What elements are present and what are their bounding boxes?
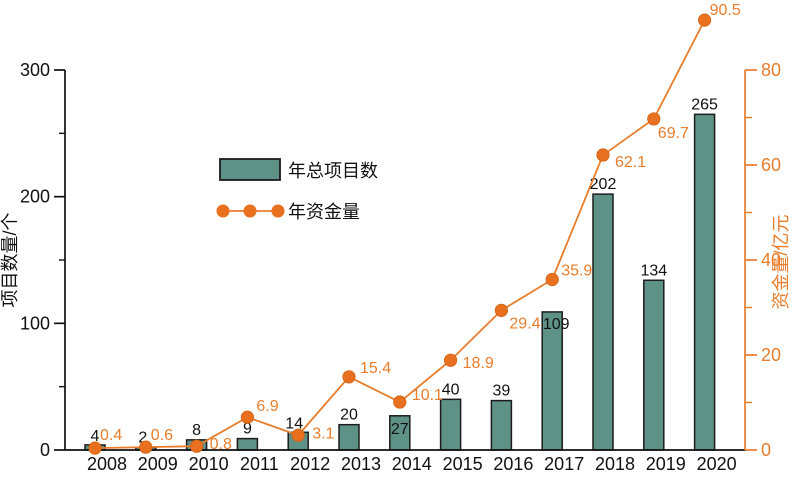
line-point-2010	[190, 439, 204, 453]
line-point-2008	[88, 441, 102, 455]
legend-line-dot	[216, 204, 230, 218]
line-label-2017: 35.9	[561, 262, 592, 279]
bar-label-2010: 8	[192, 422, 201, 439]
bar-label-2016: 39	[493, 383, 511, 400]
line-label-2012: 3.1	[312, 425, 334, 442]
x-tick-label-2020: 2020	[697, 454, 737, 474]
line-label-2014: 10.1	[412, 387, 443, 404]
x-tick-label-2012: 2012	[290, 454, 330, 474]
x-tick-label-2015: 2015	[443, 454, 483, 474]
line-point-2014	[393, 395, 407, 409]
bar-label-2018: 202	[590, 176, 617, 193]
bar-2019	[643, 279, 665, 451]
line-point-2019	[647, 112, 661, 126]
line-label-2009: 0.6	[151, 427, 173, 444]
bar-label-2020: 265	[691, 96, 718, 113]
line-point-2017	[545, 272, 559, 287]
left-tick-label: 0	[40, 440, 50, 460]
line-label-2013: 15.4	[360, 360, 391, 377]
bar-2011	[236, 437, 259, 451]
bar-label-2011: 9	[243, 421, 252, 438]
line-label-2019: 69.7	[658, 125, 689, 142]
bar-label-2017: 109	[543, 316, 570, 333]
x-tick-label-2019: 2019	[646, 454, 686, 474]
line-label-2020: 90.5	[710, 2, 741, 19]
line-label-2018: 62.1	[615, 154, 646, 171]
left-tick-label: 100	[20, 313, 50, 333]
bar-label-2008: 4	[91, 428, 100, 445]
x-tick-label-2016: 2016	[493, 454, 533, 474]
x-tick-label-2017: 2017	[544, 454, 584, 474]
line-point-2011	[240, 410, 254, 424]
left-tick-label: 300	[20, 60, 50, 80]
line-point-2013	[342, 370, 356, 384]
line-point-2020	[697, 13, 712, 27]
bar-2018	[592, 193, 614, 451]
right-tick-label: 40	[761, 250, 781, 270]
line-label-2008: 0.4	[100, 427, 122, 444]
line-point-2012	[291, 428, 305, 442]
bar-label-2012: 14	[285, 415, 303, 432]
right-tick-label: 20	[761, 345, 781, 365]
right-tick-label: 60	[761, 155, 781, 175]
right-tick-label: 0	[761, 440, 771, 460]
line-point-2015	[443, 353, 458, 367]
x-tick-label-2013: 2013	[341, 454, 381, 474]
line-label-2016: 29.4	[509, 315, 540, 332]
bar-label-2013: 20	[340, 407, 358, 424]
bar-label-2009: 2	[138, 429, 147, 446]
bar-label-2015: 40	[442, 381, 460, 398]
legend-line-dot	[243, 204, 257, 218]
left-tick-label: 200	[20, 187, 50, 207]
bar-label-2019: 134	[640, 262, 667, 279]
legend-bar-swatch	[219, 158, 281, 181]
legend-line-label: 年资金量	[288, 202, 360, 222]
line-label-2015: 18.9	[463, 355, 494, 372]
x-tick-label-2014: 2014	[392, 454, 432, 474]
bar-label-2014: 27	[391, 421, 409, 438]
bar-2013	[338, 423, 360, 451]
bar-2015	[439, 398, 462, 451]
line-label-2010: 0.8	[210, 436, 232, 453]
x-tick-label-2010: 2010	[189, 454, 229, 474]
bar-2020	[693, 113, 716, 451]
x-tick-label-2009: 2009	[138, 454, 178, 474]
x-tick-label-2008: 2008	[87, 454, 127, 474]
legend-bar-label: 年总项目数	[288, 161, 378, 181]
line-point-2016	[494, 303, 508, 317]
left-axis-title: 项目数量/个	[0, 212, 20, 307]
bar-2016	[490, 399, 513, 451]
line-point-2009	[139, 440, 153, 454]
right-tick-label: 80	[761, 60, 781, 80]
line-point-2018	[596, 148, 610, 162]
legend-line-dot	[271, 204, 285, 218]
x-tick-label-2018: 2018	[595, 454, 635, 474]
x-tick-label-2011: 2011	[240, 454, 279, 474]
line-label-2011: 6.9	[256, 398, 278, 415]
right-axis-title: 资金量/亿元	[771, 214, 791, 309]
